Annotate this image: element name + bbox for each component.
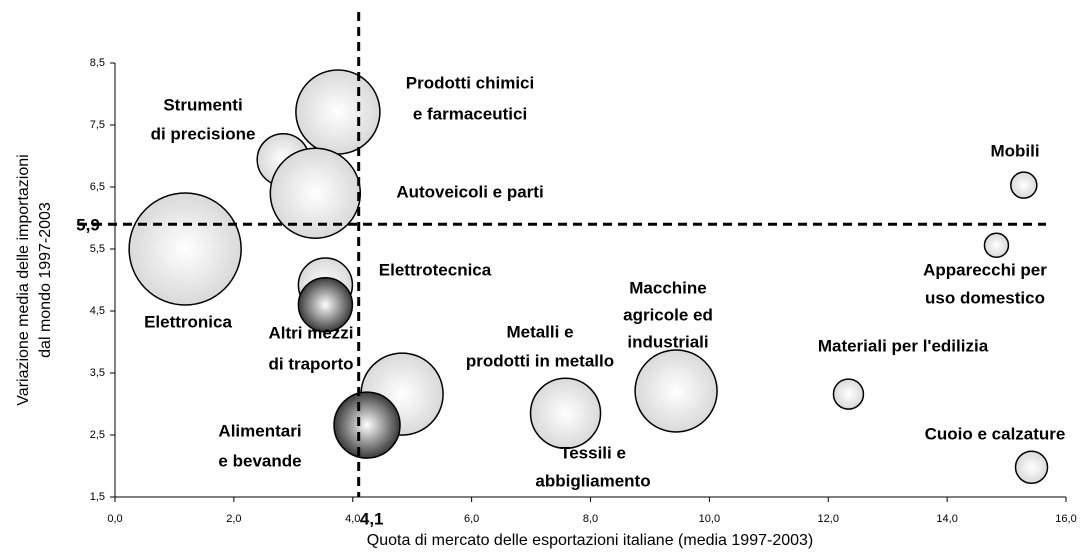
bubble-label: uso domestico — [925, 288, 1045, 307]
bubble-label: Macchine — [629, 278, 706, 297]
bubble — [128, 192, 242, 306]
bubble — [297, 277, 354, 333]
y-tick-label: 4,5 — [90, 305, 105, 317]
x-tick-label: 14,0 — [936, 513, 957, 525]
bubble-label: Metalli e — [506, 322, 573, 341]
y-tick-label: 3,5 — [90, 367, 105, 379]
y-tick-label: 7,5 — [90, 119, 105, 131]
bubble — [333, 391, 401, 459]
bubble-label: Strumenti — [163, 95, 242, 114]
bubble-label: di precisione — [151, 124, 256, 143]
x-tick-label: 6,0 — [464, 513, 479, 525]
y-axis-title: dal mondo 1997-2003 — [37, 202, 54, 358]
x-tick-label: 10,0 — [699, 513, 720, 525]
bubble-label: Tessili e — [560, 443, 626, 462]
bubble — [1010, 171, 1038, 199]
reference-label: 4,1 — [360, 509, 384, 528]
x-axis-title: Quota di mercato delle esportazioni ital… — [367, 532, 813, 549]
bubble — [529, 377, 602, 450]
bubble — [1014, 450, 1049, 484]
bubble-label: Mobili — [990, 141, 1039, 160]
bubble-label: Elettronica — [144, 312, 232, 331]
bubble — [983, 232, 1010, 259]
bubble-label: e farmaceutici — [413, 104, 527, 123]
bubble-label: abbigliamento — [535, 471, 650, 490]
bubble-label: di traporto — [269, 354, 354, 373]
y-tick-label: 5,5 — [90, 243, 105, 255]
x-tick-label: 2,0 — [226, 513, 241, 525]
reference-label: 5,9 — [76, 216, 100, 235]
x-tick-label: 16,0 — [1055, 513, 1076, 525]
bubble-label: Alimentari — [218, 421, 301, 440]
y-tick-label: 1,5 — [90, 491, 105, 503]
bubble-label: Materiali per l'edilizia — [818, 336, 989, 355]
bubble-label: e bevande — [218, 451, 301, 470]
y-tick-label: 2,5 — [90, 429, 105, 441]
y-axis-title: Variazione media delle importazioni — [15, 154, 32, 405]
bubble-label: prodotti in metallo — [466, 351, 614, 370]
x-tick-label: 0,0 — [107, 513, 122, 525]
x-tick-label: 8,0 — [583, 513, 598, 525]
bubble-label: Cuoio e calzature — [925, 424, 1066, 443]
bubble-label: Altri mezzi — [268, 323, 353, 342]
bubble — [832, 378, 865, 410]
y-tick-label: 6,5 — [90, 181, 105, 193]
bubble — [295, 69, 381, 155]
bubble-label: industriali — [627, 332, 708, 351]
bubble-label: Autoveicoli e parti — [396, 182, 543, 201]
y-tick-label: 8,5 — [90, 57, 105, 69]
bubble-label: Prodotti chimici — [406, 73, 534, 92]
x-tick-label: 4,0 — [345, 513, 360, 525]
bubble-label: Apparecchi per — [923, 260, 1047, 279]
bubble — [269, 147, 362, 239]
bubble — [634, 349, 718, 433]
bubble-label: agricole ed — [623, 305, 713, 324]
bubble-label: Elettrotecnica — [379, 260, 492, 279]
x-tick-label: 12,0 — [818, 513, 839, 525]
